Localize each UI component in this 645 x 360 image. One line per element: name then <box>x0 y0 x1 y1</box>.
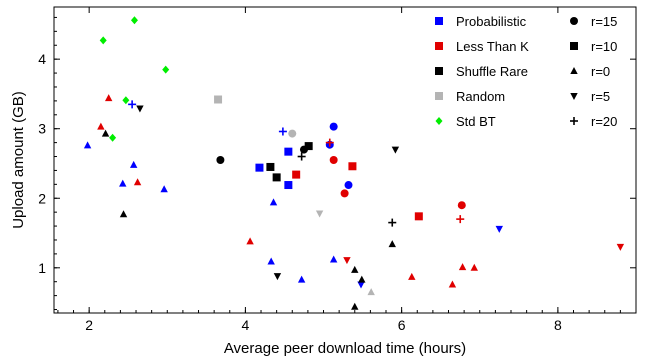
point-probabilistic-triangle-up <box>269 198 278 206</box>
y-axis-label: Upload amount (GB) <box>10 91 27 229</box>
legend-marker-r-15 <box>570 17 578 25</box>
y-tick-label: 2 <box>38 190 46 206</box>
point-less-than-k-square <box>348 162 357 171</box>
point-less-than-k-triangle-up <box>246 237 254 245</box>
y-axis-ticks: 1 2 3 4 <box>38 16 636 311</box>
legend: Probabilistic Less Than K Shuffle Rare Rand… <box>435 14 617 129</box>
point-less-than-k-circle <box>329 156 338 164</box>
point-shuffle-rare-plus <box>297 152 306 161</box>
legend-marker-r-10 <box>570 42 578 50</box>
point-shuffle-rare-triangle-up <box>351 302 359 310</box>
point-shuffle-rare-triangle-up <box>358 275 366 283</box>
point-random-circle <box>288 129 297 138</box>
legend-swatch-shuffle-rare <box>435 67 443 75</box>
point-less-than-k-circle <box>340 189 349 198</box>
point-less-than-k-square <box>292 170 301 179</box>
point-shuffle-rare-circle <box>216 156 225 164</box>
y-tick-label: 4 <box>38 51 46 67</box>
point-probabilistic-triangle-up <box>83 141 92 149</box>
point-less-than-k-triangle-up <box>448 280 457 288</box>
point-shuffle-rare-plus <box>388 218 397 227</box>
point-less-than-k-circle <box>457 201 466 210</box>
legend-label-r-10: r=10 <box>591 39 617 54</box>
legend-label-r-15: r=15 <box>591 14 617 29</box>
y-tick-label: 3 <box>38 121 46 137</box>
y-tick-label: 1 <box>38 260 46 276</box>
point-less-than-k-triangle-up <box>408 272 416 280</box>
point-shuffle-rare-square <box>272 173 281 182</box>
point-shuffle-rare-triangle-down <box>273 273 282 281</box>
point-probabilistic-triangle-up <box>119 179 127 187</box>
legend-label-r-0: r=0 <box>591 64 610 79</box>
legend-swatch-std-bt <box>435 117 443 125</box>
point-shuffle-rare-triangle-down <box>136 105 144 113</box>
point-less-than-k-plus <box>325 138 334 147</box>
point-shuffle-rare-triangle-up <box>388 240 396 248</box>
point-probabilistic-plus <box>278 127 287 136</box>
point-less-than-k-triangle-up <box>458 263 467 271</box>
point-shuffle-rare-triangle-up <box>101 129 110 137</box>
point-probabilistic-triangle-down <box>357 281 365 289</box>
legend-label-r-20: r=20 <box>591 114 617 129</box>
point-probabilistic-circle <box>329 122 338 131</box>
legend-label-probabilistic: Probabilistic <box>456 14 527 29</box>
point-less-than-k-plus <box>456 215 465 224</box>
point-probabilistic-triangle-up <box>267 257 275 265</box>
point-std-bt-diamond <box>130 16 138 25</box>
plot-frame <box>53 6 637 314</box>
x-axis-label: Average peer download time (hours) <box>224 340 466 357</box>
point-probabilistic-triangle-up <box>129 160 138 168</box>
point-probabilistic-plus <box>128 100 137 109</box>
point-std-bt-diamond <box>109 133 117 142</box>
point-random-triangle-up <box>367 288 375 296</box>
point-probabilistic-square <box>284 181 293 190</box>
point-probabilistic-triangle-up <box>297 275 306 283</box>
point-less-than-k-triangle-up <box>133 178 142 186</box>
point-probabilistic-triangle-down <box>495 225 503 233</box>
point-less-than-k-triangle-up <box>104 94 113 102</box>
x-tick-label: 6 <box>398 317 406 333</box>
point-probabilistic-square <box>255 163 264 172</box>
point-shuffle-rare-triangle-down <box>391 146 400 154</box>
point-shuffle-rare-triangle-up <box>351 265 359 273</box>
point-less-than-k-triangle-up <box>470 263 478 271</box>
point-probabilistic-triangle-up <box>160 185 168 193</box>
point-std-bt-diamond <box>162 65 170 74</box>
point-probabilistic-square <box>284 147 293 156</box>
point-std-bt-diamond <box>99 36 107 45</box>
point-random-triangle-down <box>315 210 324 218</box>
legend-marker-r-0 <box>570 67 578 74</box>
legend-label-shuffle-rare: Shuffle Rare <box>456 64 528 79</box>
x-axis-ticks: 2 4 6 8 <box>57 7 621 333</box>
x-tick-label: 8 <box>554 317 562 333</box>
point-shuffle-rare-square <box>266 162 275 171</box>
point-less-than-k-triangle-down <box>616 243 625 251</box>
point-random-square <box>214 95 223 104</box>
legend-marker-r-20 <box>570 117 578 125</box>
legend-label-std-bt: Std BT <box>456 114 496 129</box>
legend-label-random: Random <box>456 89 505 104</box>
legend-label-less-than-k: Less Than K <box>456 39 529 54</box>
data-points <box>83 16 625 310</box>
legend-marker-r-5 <box>570 93 578 100</box>
point-probabilistic-circle <box>344 181 353 190</box>
point-shuffle-rare-triangle-up <box>119 210 128 218</box>
point-std-bt-diamond <box>122 96 130 105</box>
point-probabilistic-triangle-up <box>329 255 338 263</box>
x-tick-label: 2 <box>85 317 93 333</box>
point-less-than-k-triangle-up <box>97 122 105 130</box>
point-shuffle-rare-square <box>304 142 313 151</box>
legend-swatch-less-than-k <box>435 42 443 50</box>
point-less-than-k-triangle-down <box>343 257 351 265</box>
legend-swatch-probabilistic <box>435 17 443 25</box>
point-less-than-k-square <box>414 212 423 221</box>
legend-swatch-random <box>435 92 443 100</box>
x-tick-label: 4 <box>241 317 249 333</box>
legend-label-r-5: r=5 <box>591 89 610 104</box>
